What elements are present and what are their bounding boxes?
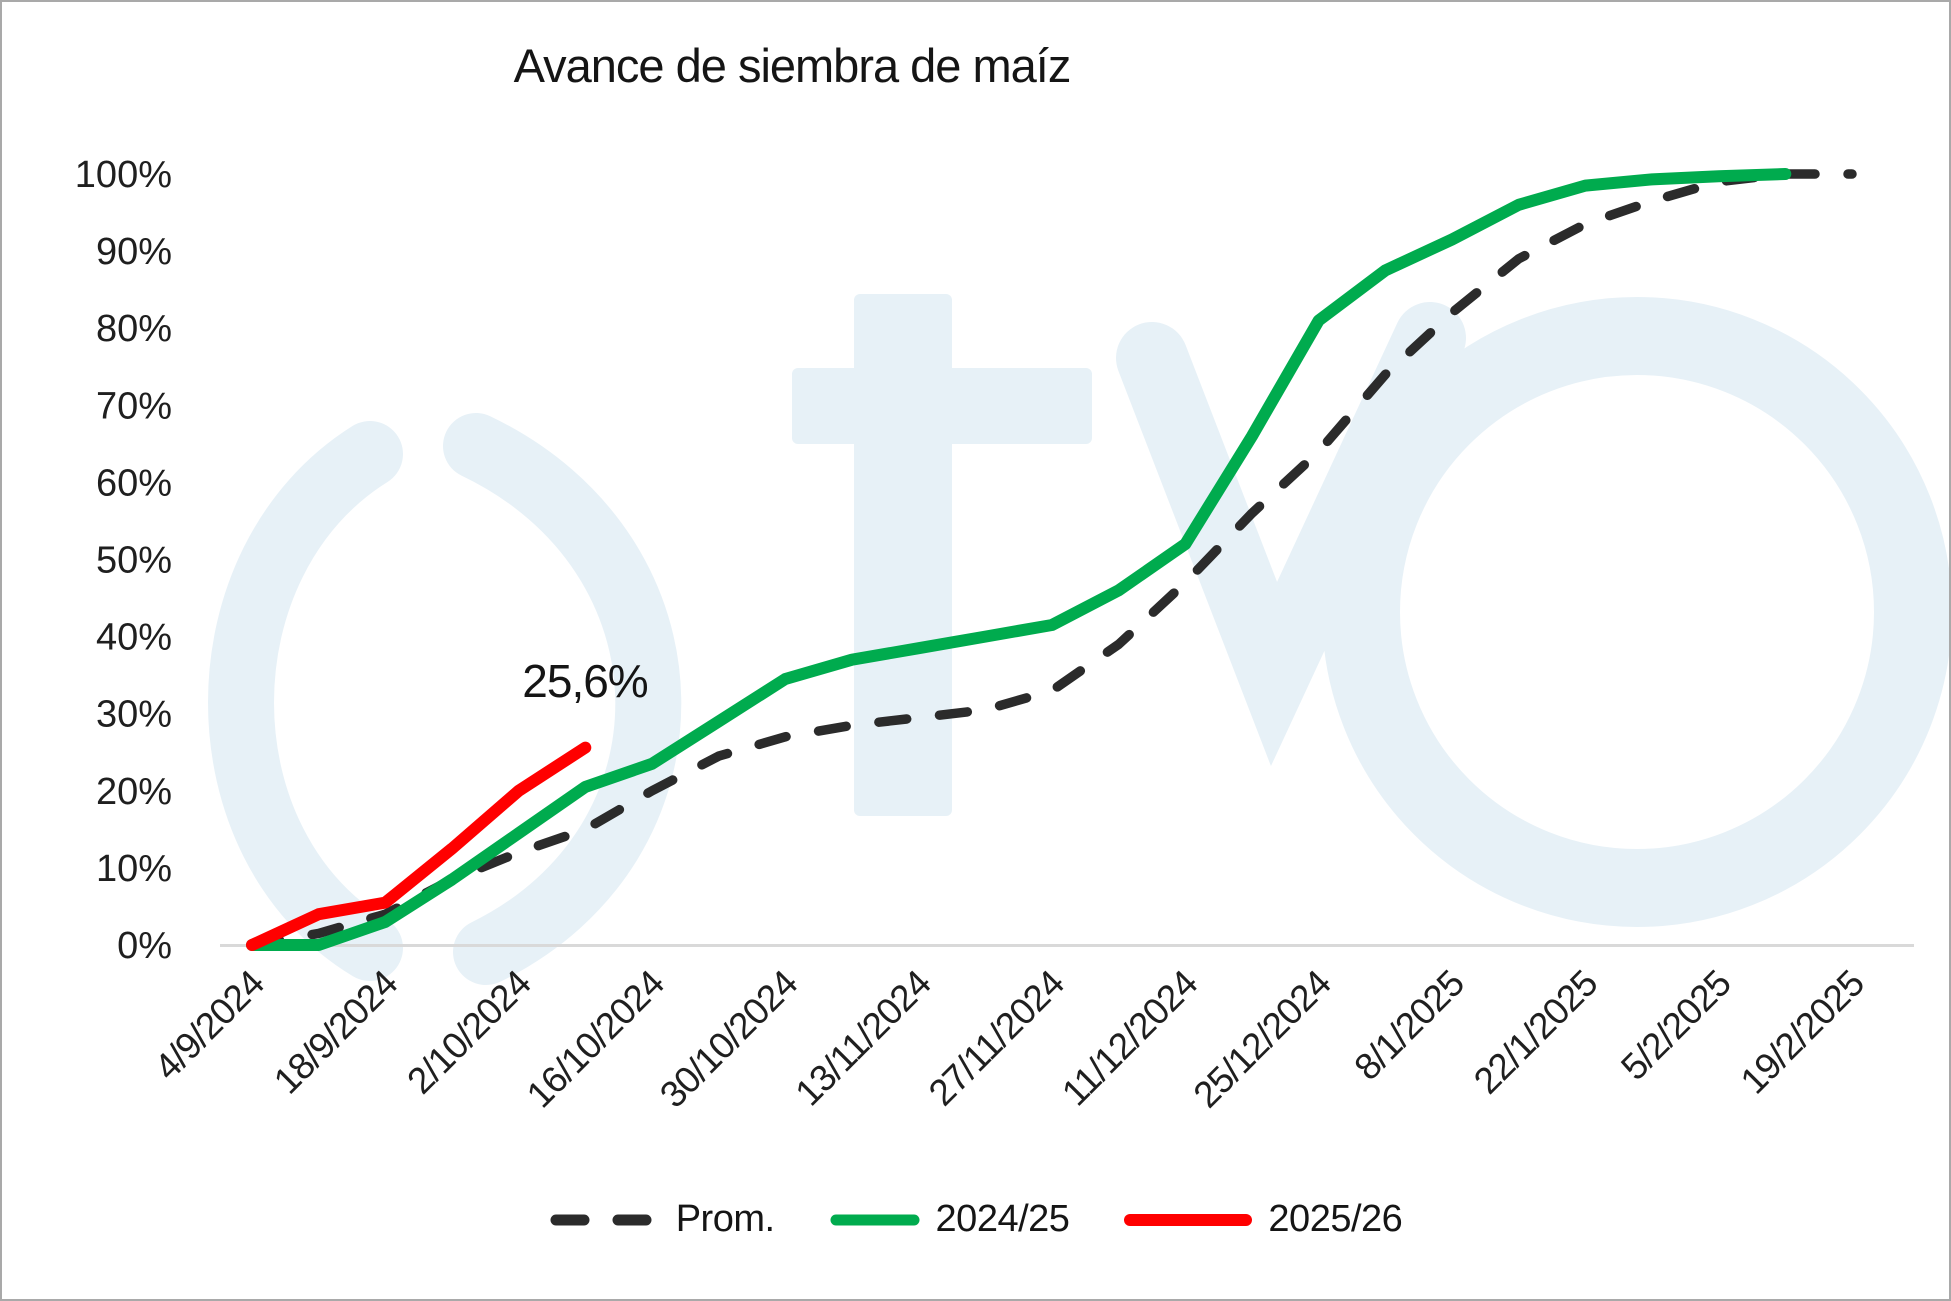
x-tick-label: 27/11/2024 <box>921 962 1072 1113</box>
fyo-logo-letter-o <box>1322 297 1949 927</box>
y-tick-label: 40% <box>96 617 172 659</box>
y-tick-label: 90% <box>96 231 172 273</box>
fyo-logo-letter-f <box>792 294 1092 816</box>
x-tick-label: 8/1/2025 <box>1346 962 1471 1087</box>
legend-item-prom: Prom. <box>549 1198 775 1241</box>
y-tick-label: 80% <box>96 308 172 350</box>
x-tick-label: 22/1/2025 <box>1466 962 1605 1101</box>
series-line-prom- <box>247 169 1857 950</box>
y-tick-label: 30% <box>96 694 172 736</box>
series-lines <box>246 168 1857 951</box>
series-line-2024-25 <box>246 168 1792 951</box>
x-tick-label: 18/9/2024 <box>266 962 405 1101</box>
prom-dashed-swatch <box>550 1214 660 1225</box>
x-tick-label: 5/2/2025 <box>1613 962 1738 1087</box>
x-tick-label: 16/10/2024 <box>519 962 672 1115</box>
chart-title: Avance de siembra de maíz <box>513 39 1072 92</box>
legend-item-2024-25: 2024/25 <box>829 1198 1070 1241</box>
season-2024-25-swatch <box>830 1214 920 1225</box>
x-axis-labels: 4/9/202418/9/20242/10/202416/10/202430/1… <box>146 962 1871 1115</box>
x-tick-label: 13/11/2024 <box>787 962 938 1113</box>
x-tick-label: 4/9/2024 <box>146 962 271 1087</box>
y-tick-label: 100% <box>75 154 172 196</box>
x-tick-label: 30/10/2024 <box>652 962 805 1115</box>
fyo-logo-left-paren <box>208 421 403 981</box>
legend-label-prom: Prom. <box>675 1198 775 1240</box>
annotation-last-red-value: 25,6% <box>522 655 648 707</box>
legend: Prom. 2024/25 2025/26 <box>2 1198 1949 1241</box>
y-tick-label: 20% <box>96 771 172 813</box>
legend-item-2025-26: 2025/26 <box>1123 1198 1403 1241</box>
series-line-2025-26 <box>246 741 592 951</box>
y-tick-label: 10% <box>96 848 172 890</box>
y-tick-label: 60% <box>96 462 172 504</box>
fyo-watermark-logo <box>208 294 1949 985</box>
y-tick-label: 50% <box>96 540 172 582</box>
x-tick-label: 11/12/2024 <box>1054 962 1205 1113</box>
legend-label-2024-25: 2024/25 <box>935 1198 1070 1240</box>
x-tick-label: 25/12/2024 <box>1185 962 1338 1115</box>
y-tick-label: 0% <box>117 925 172 967</box>
fyo-logo-right-paren <box>443 413 682 985</box>
x-tick-label: 19/2/2025 <box>1733 962 1872 1101</box>
y-tick-label: 70% <box>96 385 172 427</box>
y-axis-labels: 0% 10% 20% 30% 40% 50% 60% 70% 80% 90% 100% <box>75 154 172 967</box>
legend-label-2025-26: 2025/26 <box>1268 1198 1403 1240</box>
x-tick-label: 2/10/2024 <box>399 962 538 1101</box>
season-2025-26-swatch <box>1124 1213 1253 1226</box>
